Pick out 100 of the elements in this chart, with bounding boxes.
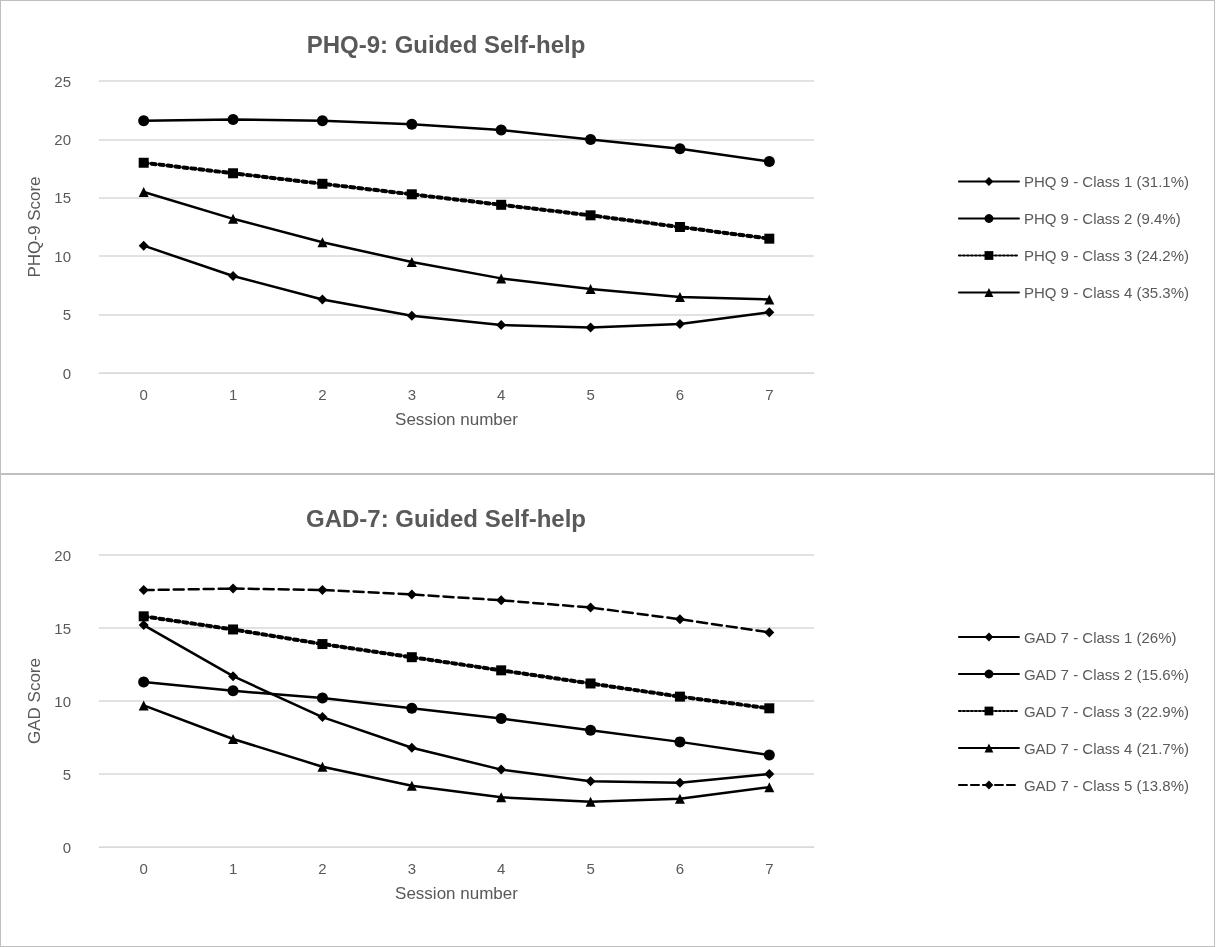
- x-tick-label: 5: [586, 386, 595, 403]
- point: [763, 156, 775, 168]
- point: [228, 271, 239, 282]
- legend-label: GAD 7 - Class 5 (13.8%): [1023, 776, 1190, 793]
- point: [406, 310, 417, 321]
- point: [674, 691, 685, 702]
- x-tick-label: 7: [765, 386, 774, 403]
- point: [227, 114, 239, 126]
- point: [585, 133, 597, 145]
- point: [228, 168, 239, 179]
- point: [228, 733, 239, 744]
- legend-label: GAD 7 - Class 2 (15.6%): [1023, 665, 1190, 682]
- y-tick-label: 0: [62, 364, 71, 382]
- point: [406, 588, 417, 599]
- legend-label: PHQ 9 - Class 4 (35.3%): [1023, 284, 1190, 301]
- x-tick-label: 2: [318, 859, 327, 877]
- x-tick-label: 3: [407, 386, 416, 403]
- x-tick-label: 1: [228, 386, 238, 403]
- x-tick-label: 7: [765, 859, 774, 877]
- y-tick-label: 5: [62, 765, 71, 782]
- y-tick-label: 20: [54, 130, 71, 148]
- point: [228, 623, 239, 634]
- point: [585, 724, 597, 736]
- legend-label: PHQ 9 - Class 3 (24.2%): [1023, 247, 1190, 264]
- chart-title: GAD-7: Guided Self-help: [305, 504, 587, 531]
- point: [764, 702, 775, 713]
- x-tick-label: 4: [497, 386, 506, 403]
- point: [406, 702, 418, 714]
- y-tick-label: 10: [54, 692, 71, 709]
- legend-label: GAD 7 - Class 1 (26%): [1023, 628, 1177, 645]
- point: [674, 613, 685, 624]
- x-tick-label: 5: [586, 859, 595, 877]
- point: [406, 651, 417, 662]
- point: [495, 124, 507, 136]
- point: [317, 178, 328, 189]
- point: [406, 189, 417, 200]
- point: [138, 115, 150, 127]
- x-tick-label: 2: [318, 386, 327, 403]
- point: [496, 594, 507, 605]
- point: [138, 240, 149, 251]
- legend-label: GAD 7 - Class 3 (22.9%): [1023, 702, 1190, 719]
- point: [406, 118, 418, 130]
- point: [674, 143, 686, 155]
- point: [406, 742, 417, 753]
- point: [406, 780, 417, 791]
- point: [227, 684, 239, 696]
- point: [316, 115, 328, 127]
- point: [763, 749, 775, 761]
- chart-title: PHQ-9: Guided Self-help: [306, 30, 586, 58]
- point: [317, 294, 328, 305]
- point: [496, 791, 507, 802]
- x-tick-label: 0: [139, 386, 148, 403]
- y-tick-label: 0: [62, 838, 71, 855]
- point: [585, 322, 596, 333]
- x-tick-label: 4: [497, 859, 506, 877]
- y-axis-title: PHQ-9 Score: [25, 176, 45, 278]
- point: [764, 307, 775, 318]
- point: [496, 764, 507, 775]
- legend-label: PHQ 9 - Class 1 (31.1%): [1023, 173, 1190, 190]
- point: [496, 664, 507, 675]
- point: [585, 283, 596, 294]
- point: [674, 292, 685, 303]
- point: [138, 186, 149, 197]
- point: [228, 670, 239, 681]
- y-tick-label: 10: [54, 247, 71, 265]
- point: [585, 602, 596, 613]
- point: [674, 222, 685, 232]
- y-tick-label: 15: [54, 189, 71, 207]
- point: [764, 626, 775, 637]
- y-tick-label: 20: [54, 546, 71, 563]
- point: [496, 273, 507, 284]
- point: [138, 157, 149, 168]
- point: [317, 638, 328, 649]
- x-tick-label: 6: [675, 386, 685, 403]
- point: [764, 294, 775, 305]
- y-tick-label: 25: [54, 72, 71, 90]
- x-axis-title: Session number: [395, 410, 519, 429]
- point: [228, 213, 239, 224]
- point: [317, 711, 328, 722]
- point: [674, 735, 686, 747]
- point: [228, 583, 239, 594]
- point: [138, 610, 149, 621]
- y-tick-label: 5: [62, 306, 71, 324]
- point: [317, 761, 328, 772]
- point: [406, 257, 417, 268]
- point: [585, 210, 596, 221]
- point: [674, 777, 685, 788]
- point: [317, 584, 328, 595]
- point: [316, 692, 328, 704]
- point: [764, 768, 775, 779]
- x-tick-label: 0: [139, 859, 148, 877]
- point: [585, 796, 596, 807]
- point: [585, 775, 596, 786]
- point: [674, 793, 685, 804]
- x-tick-label: 3: [407, 859, 416, 877]
- point: [317, 237, 328, 248]
- point: [764, 233, 775, 244]
- x-tick-label: 6: [675, 859, 685, 877]
- point: [138, 699, 149, 710]
- point: [585, 677, 596, 688]
